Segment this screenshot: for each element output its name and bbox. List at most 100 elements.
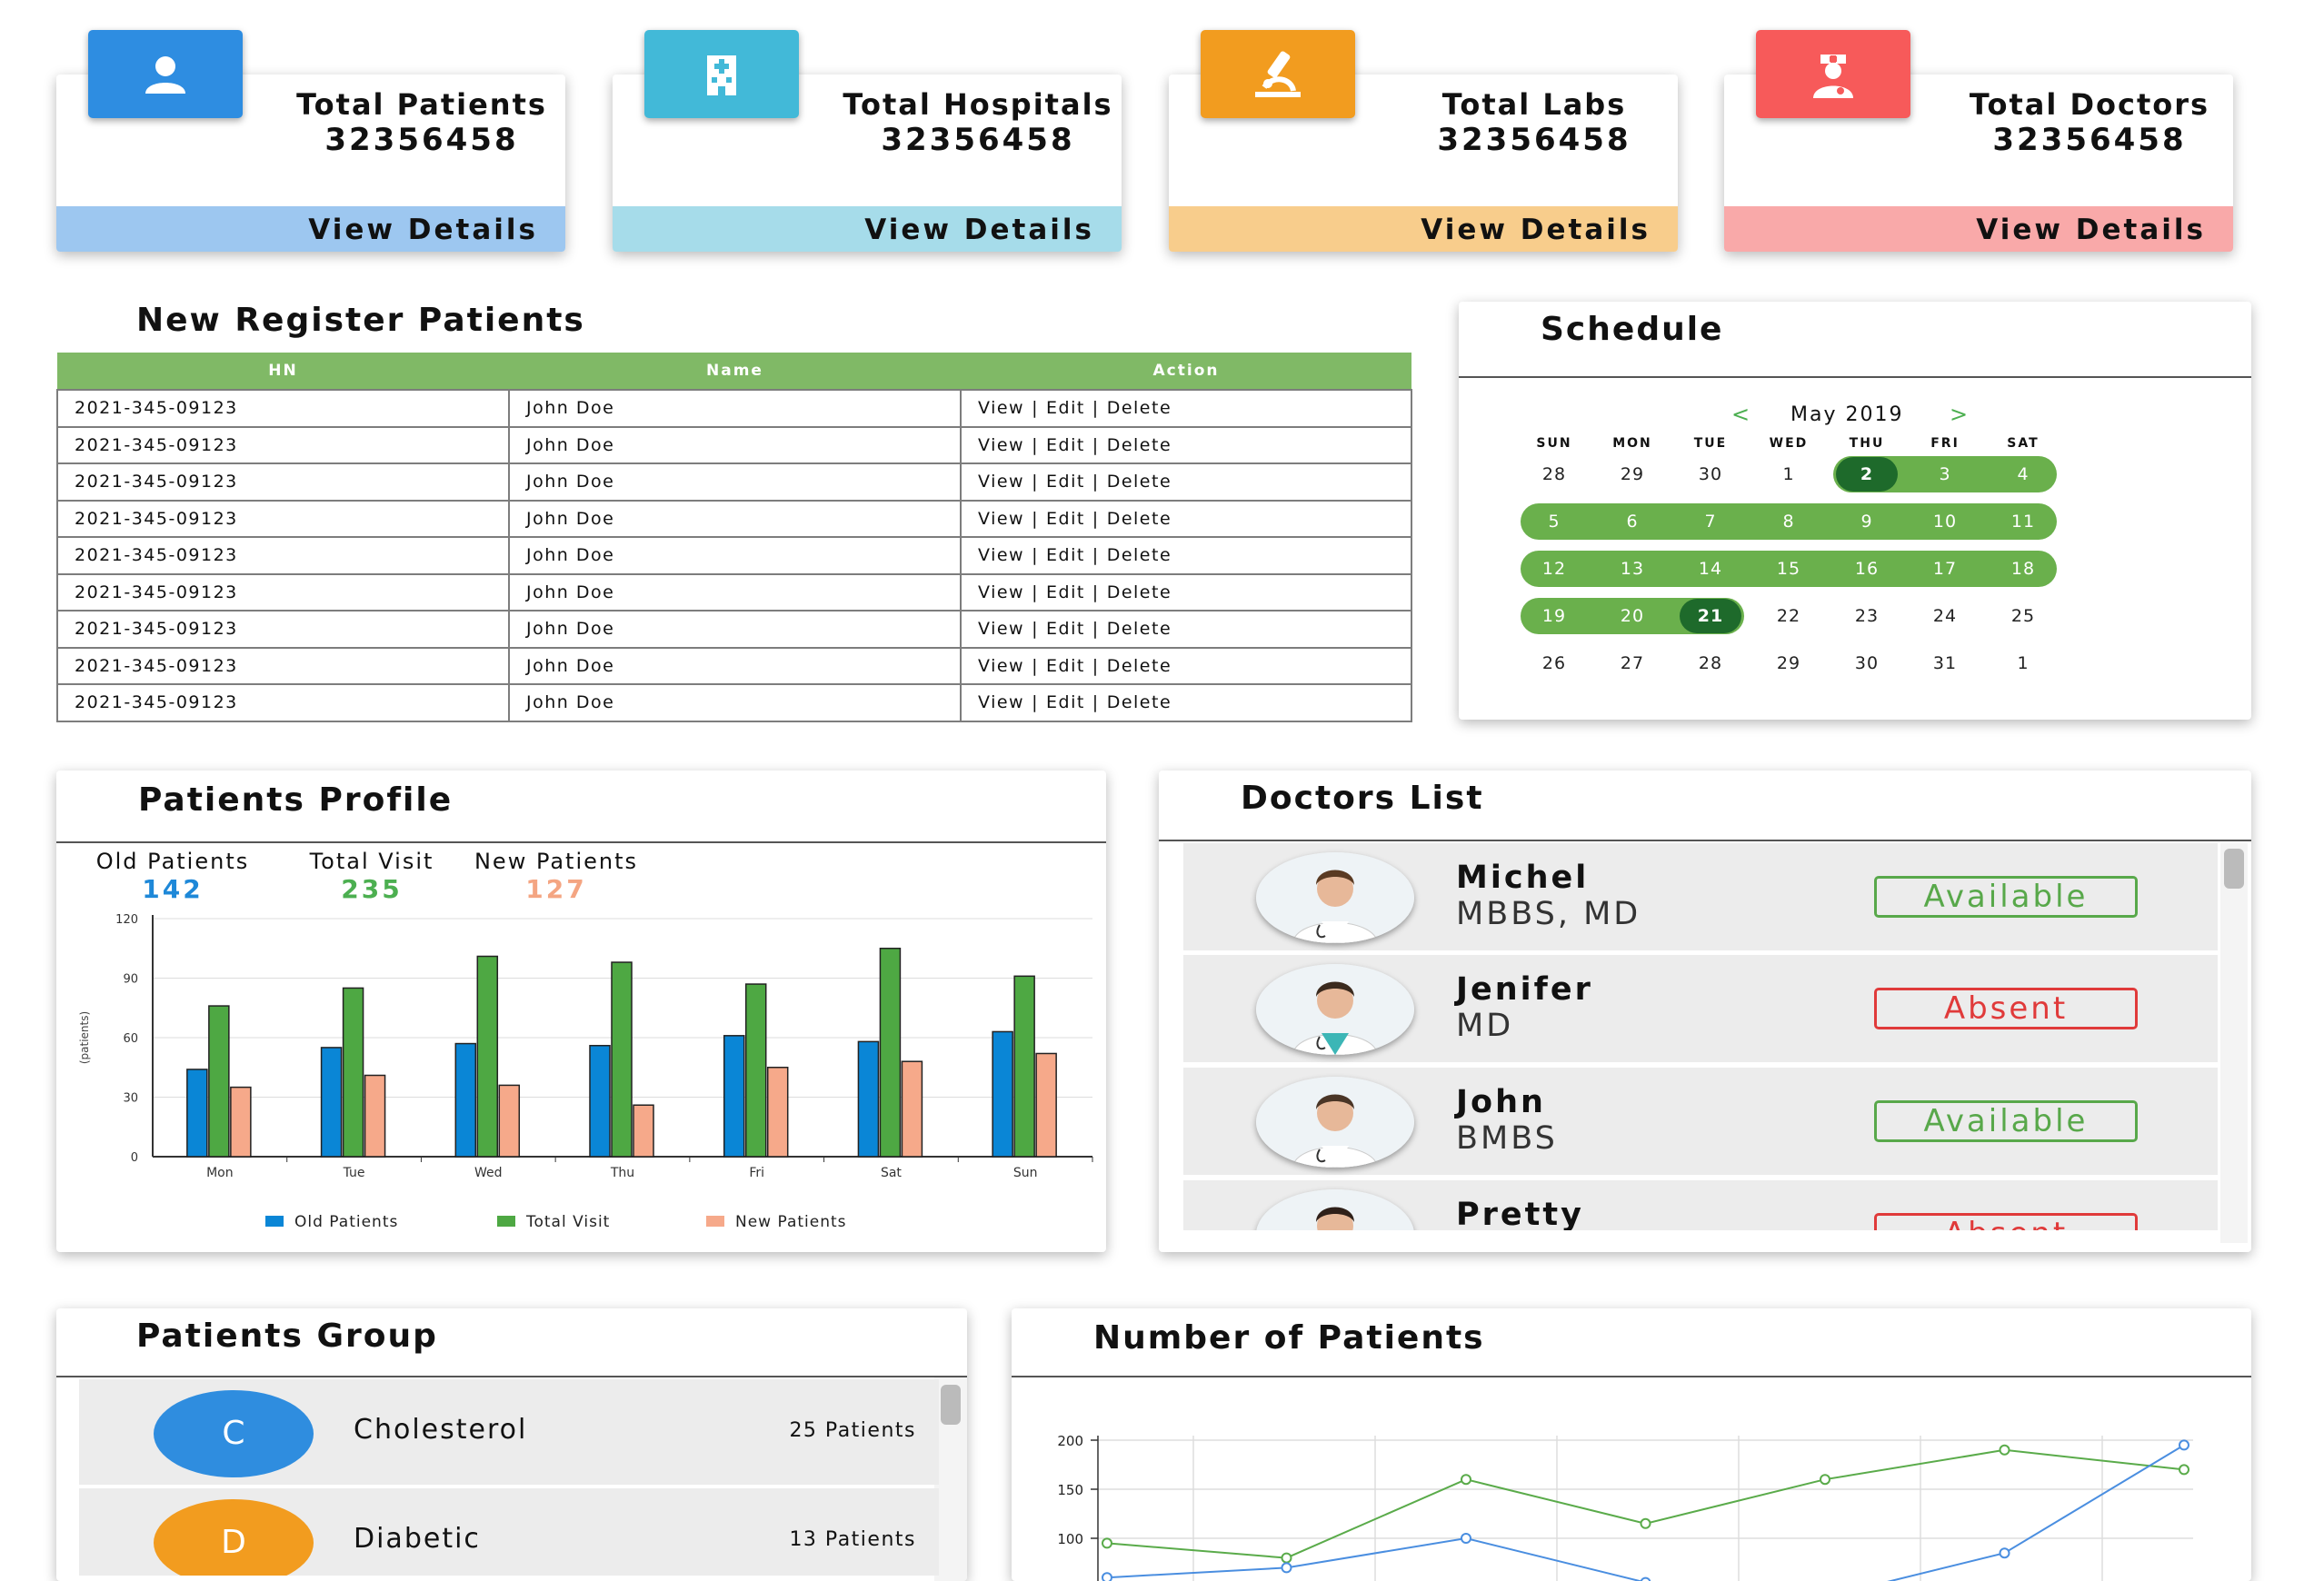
- calendar-day[interactable]: 29: [1620, 464, 1645, 484]
- view-link[interactable]: View: [978, 508, 1025, 529]
- delete-link[interactable]: Delete: [1106, 692, 1172, 713]
- doctors-scrollbar[interactable]: [2220, 843, 2248, 1243]
- doctors-scroll-thumb[interactable]: [2224, 849, 2244, 889]
- cell-hn: 2021-345-09123: [56, 425, 510, 464]
- delete-link[interactable]: Delete: [1106, 434, 1172, 455]
- delete-link[interactable]: Delete: [1106, 398, 1172, 419]
- calendar-day[interactable]: 17: [1932, 559, 1958, 579]
- view-link[interactable]: View: [978, 582, 1025, 602]
- edit-link[interactable]: Edit: [1046, 434, 1085, 455]
- edit-link[interactable]: Edit: [1046, 655, 1085, 676]
- calendar-day[interactable]: 18: [2010, 559, 2036, 579]
- calendar-day[interactable]: 28: [1698, 653, 1723, 673]
- calendar-day[interactable]: 24: [1932, 606, 1958, 626]
- view-details-button[interactable]: View Details: [1724, 206, 2233, 252]
- col-name: Name: [509, 353, 961, 390]
- groups-scroll-thumb[interactable]: [941, 1385, 961, 1425]
- calendar-day[interactable]: 21: [1697, 606, 1724, 626]
- delete-link[interactable]: Delete: [1106, 545, 1172, 566]
- calendar-next-button[interactable]: >: [1950, 402, 1969, 427]
- edit-link[interactable]: Edit: [1046, 545, 1085, 566]
- view-link[interactable]: View: [978, 398, 1025, 419]
- calendar-day[interactable]: 12: [1541, 559, 1567, 579]
- delete-link[interactable]: Delete: [1106, 508, 1172, 529]
- doctor-list-item[interactable]: Pretty Absent: [1183, 1180, 2218, 1230]
- calendar-day[interactable]: 26: [1541, 653, 1567, 673]
- delete-link[interactable]: Delete: [1106, 619, 1172, 640]
- view-details-button[interactable]: View Details: [1169, 206, 1678, 252]
- cell-name: John Doe: [508, 683, 962, 722]
- doctor-qualification: BMBS: [1456, 1120, 1558, 1157]
- calendar-day[interactable]: 30: [1698, 464, 1723, 484]
- view-link[interactable]: View: [978, 545, 1025, 566]
- edit-link[interactable]: Edit: [1046, 692, 1085, 713]
- calendar-day[interactable]: 13: [1620, 559, 1645, 579]
- calendar-day[interactable]: 20: [1620, 606, 1645, 626]
- calendar-day[interactable]: 30: [1854, 653, 1880, 673]
- calendar-day[interactable]: 23: [1854, 606, 1880, 626]
- doctor-name: Jenifer: [1456, 971, 1593, 1008]
- edit-link[interactable]: Edit: [1046, 472, 1085, 492]
- y-tick-label: 200: [1057, 1433, 1083, 1449]
- patient-group-item[interactable]: C Cholesterol 25 Patients: [79, 1379, 939, 1485]
- calendar-day[interactable]: 3: [1939, 464, 1951, 484]
- bar: [766, 1067, 789, 1158]
- doctor-avatar: [1256, 964, 1414, 1055]
- calendar-day[interactable]: 22: [1776, 606, 1801, 626]
- calendar-day[interactable]: 10: [1932, 512, 1958, 532]
- calendar-day[interactable]: 28: [1541, 464, 1567, 484]
- legend-label: Total Visit: [525, 1213, 610, 1231]
- calendar-day[interactable]: 16: [1854, 559, 1880, 579]
- calendar-day[interactable]: 7: [1704, 512, 1717, 532]
- calendar-day[interactable]: 27: [1620, 653, 1645, 673]
- doctor-list-item[interactable]: Jenifer MD Absent: [1183, 955, 2218, 1062]
- calendar-day[interactable]: 9: [1860, 512, 1873, 532]
- view-details-button[interactable]: View Details: [56, 206, 565, 252]
- view-link[interactable]: View: [978, 434, 1025, 455]
- view-link[interactable]: View: [978, 472, 1025, 492]
- calendar-day[interactable]: 2: [1860, 464, 1874, 484]
- edit-link[interactable]: Edit: [1046, 619, 1085, 640]
- calendar-day[interactable]: 19: [1541, 606, 1567, 626]
- schedule-card: Schedule < May 2019 > SUN MON TUE WED THU FRI…: [1459, 302, 2251, 720]
- calendar-day[interactable]: 4: [2017, 464, 2030, 484]
- calendar-day[interactable]: 25: [2010, 606, 2036, 626]
- calendar-day[interactable]: 29: [1776, 653, 1801, 673]
- cell-action: View | Edit | Delete: [960, 389, 1412, 428]
- calendar-day[interactable]: 14: [1698, 559, 1723, 579]
- doctor-list-item[interactable]: John BMBS Available: [1183, 1068, 2218, 1175]
- calendar-day[interactable]: 1: [2017, 653, 2030, 673]
- calendar-day[interactable]: 5: [1548, 512, 1561, 532]
- cell-action: View | Edit | Delete: [960, 572, 1412, 612]
- bar: [230, 1086, 252, 1158]
- patient-group-item[interactable]: D Diabetic 13 Patients: [79, 1488, 939, 1576]
- calendar-day[interactable]: 1: [1782, 464, 1795, 484]
- groups-scrollbar[interactable]: [934, 1377, 967, 1581]
- calendar-day[interactable]: 8: [1782, 512, 1795, 532]
- view-link[interactable]: View: [978, 692, 1025, 713]
- cell-hn: 2021-345-09123: [56, 646, 510, 685]
- calendar-day[interactable]: 15: [1776, 559, 1801, 579]
- calendar-prev-button[interactable]: <: [1731, 402, 1750, 427]
- legend-swatch: [706, 1216, 724, 1227]
- cell-name: John Doe: [508, 536, 962, 575]
- delete-link[interactable]: Delete: [1106, 472, 1172, 492]
- doctor-list-item[interactable]: Michel MBBS, MD Available: [1183, 843, 2218, 950]
- calendar-day[interactable]: 6: [1626, 512, 1639, 532]
- delete-link[interactable]: Delete: [1106, 655, 1172, 676]
- cell-hn: 2021-345-09123: [56, 683, 510, 722]
- edit-link[interactable]: Edit: [1046, 508, 1085, 529]
- table-row: 2021-345-09123 John Doe View | Edit | Delete: [56, 499, 1412, 538]
- view-link[interactable]: View: [978, 655, 1025, 676]
- line-point: [1102, 1537, 1112, 1549]
- col-hn: HN: [57, 353, 509, 390]
- table-row: 2021-345-09123 John Doe View | Edit | Delete: [56, 536, 1412, 575]
- edit-link[interactable]: Edit: [1046, 582, 1085, 602]
- profile-card: Patients Profile 0 30 60 90 120 (patients) Mon…: [56, 771, 1106, 1252]
- view-link[interactable]: View: [978, 619, 1025, 640]
- calendar-day[interactable]: 11: [2010, 512, 2036, 532]
- edit-link[interactable]: Edit: [1046, 398, 1085, 419]
- delete-link[interactable]: Delete: [1106, 582, 1172, 602]
- calendar-day[interactable]: 31: [1932, 653, 1958, 673]
- view-details-button[interactable]: View Details: [613, 206, 1122, 252]
